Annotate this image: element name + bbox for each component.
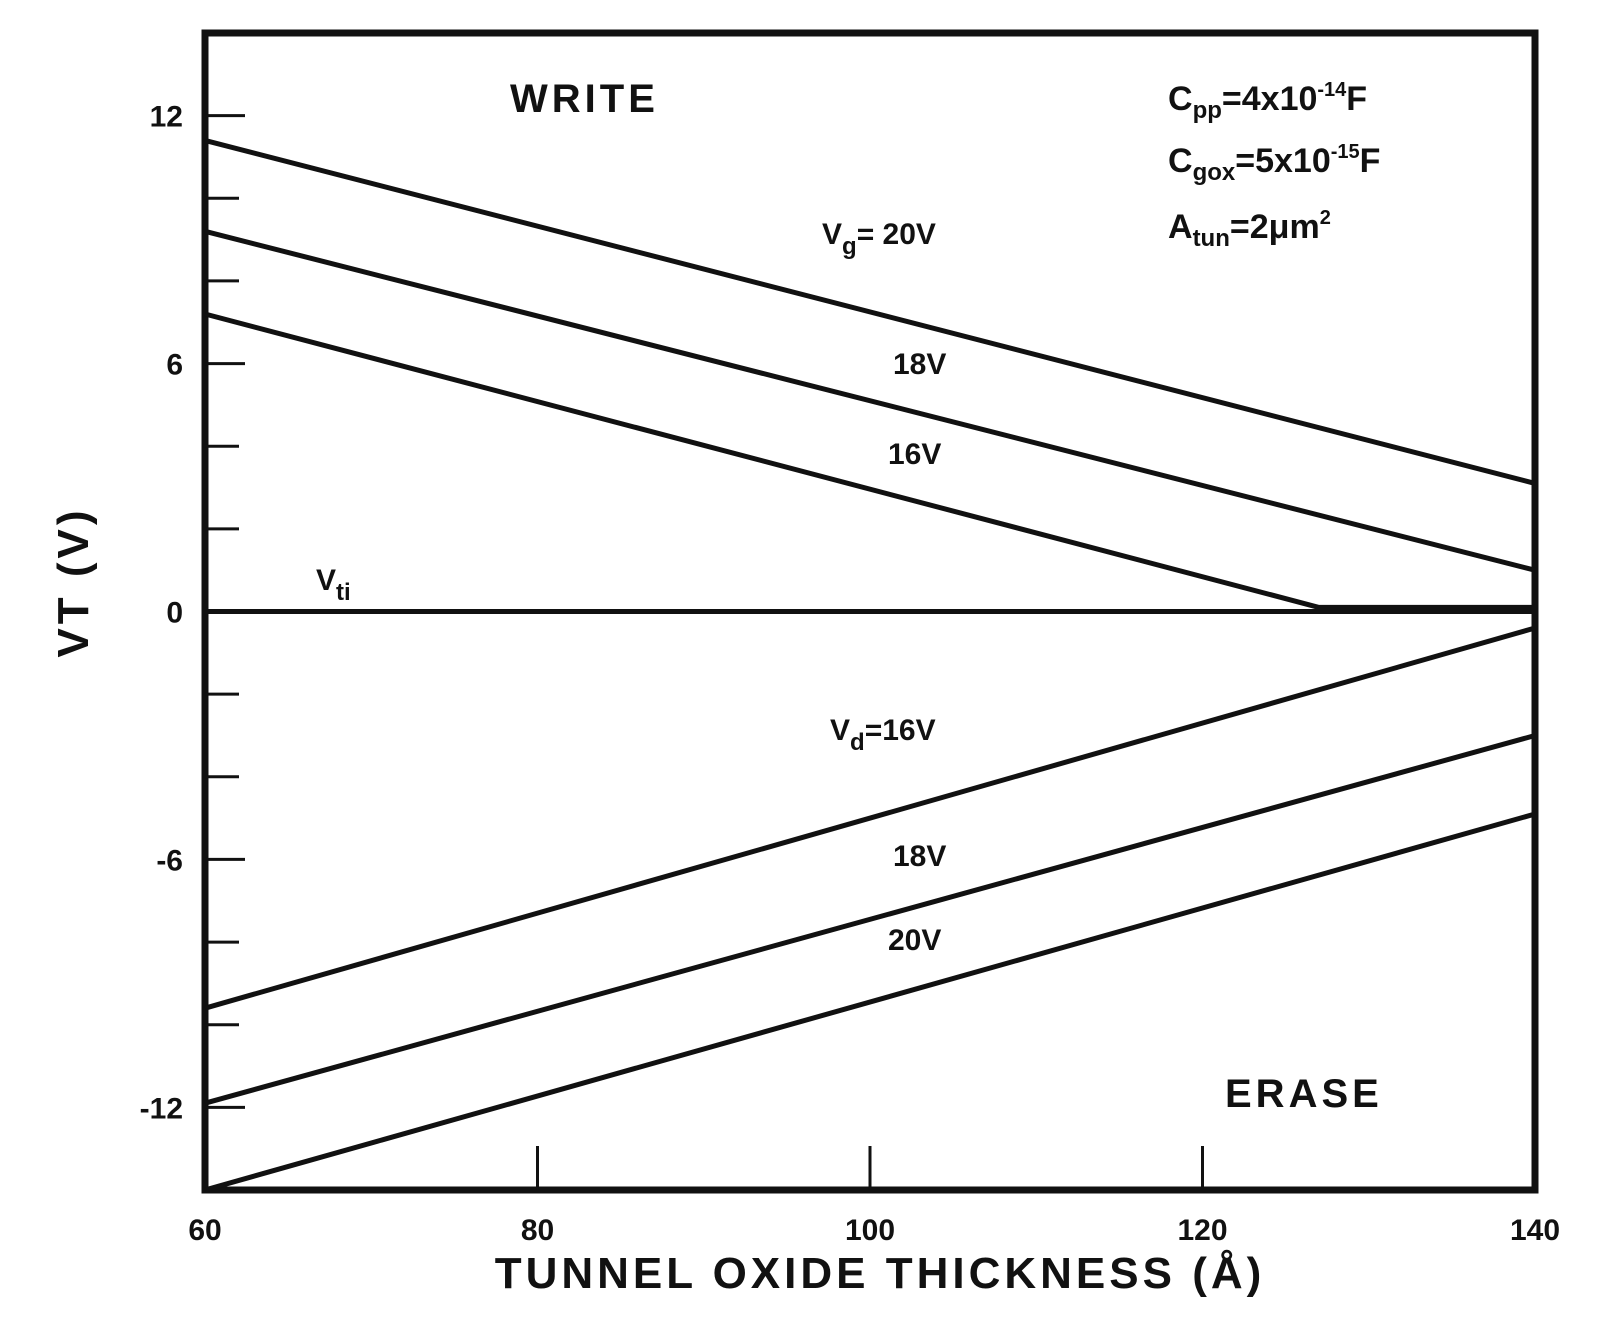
cpp-base: C <box>1168 80 1193 118</box>
cgox-value: =5x10 <box>1235 142 1331 180</box>
series-label-rest: =16V <box>865 714 936 747</box>
atun-parameter: Atun=2μm2 <box>1168 207 1331 252</box>
atun-exp: 2 <box>1320 207 1331 229</box>
cgox-sub: gox <box>1193 159 1236 186</box>
y-axis-title: VT (V) <box>49 506 98 657</box>
x-tick-label: 140 <box>1510 1214 1560 1247</box>
series-line-6 <box>204 811 1536 1193</box>
series-line-0 <box>204 137 1536 486</box>
cpp-value: =4x10 <box>1222 80 1318 118</box>
cpp-exp: -14 <box>1317 79 1347 101</box>
atun-value: =2μm <box>1230 208 1320 246</box>
y-tick-label: 0 <box>166 597 183 630</box>
series-lines <box>204 137 1536 1193</box>
series-line-5 <box>204 733 1536 1106</box>
x-tick-label: 80 <box>521 1214 554 1247</box>
y-tick-label: 12 <box>150 101 183 134</box>
erase-region-label: ERASE <box>1225 1072 1383 1116</box>
series-label-sub: g <box>842 233 857 260</box>
series-label-rest: = 20V <box>857 218 936 251</box>
series-label-base: V <box>830 714 850 747</box>
x-tick-label: 120 <box>1177 1214 1227 1247</box>
cgox-base: C <box>1168 142 1193 180</box>
series-label-2: 16V <box>888 438 941 471</box>
series-label-1: 18V <box>893 348 946 381</box>
series-line-4 <box>204 625 1536 1011</box>
x-tick-label: 60 <box>188 1214 221 1247</box>
cpp-sub: pp <box>1193 97 1222 124</box>
series-label-base: V <box>822 218 842 251</box>
series-label-0: Vg= 20V <box>822 218 936 260</box>
cgox-exp: -15 <box>1331 141 1360 163</box>
y-tick-label: 6 <box>166 349 183 382</box>
atun-base: A <box>1168 208 1193 246</box>
cgox-parameter: Cgox=5x10-15F <box>1168 141 1380 186</box>
write-region-label: WRITE <box>510 77 659 121</box>
series-label-sub: d <box>850 729 865 756</box>
series-line-2 <box>204 311 1535 610</box>
x-tick-label: 100 <box>845 1214 895 1247</box>
cpp-parameter: Cpp=4x10-14F <box>1168 79 1367 124</box>
series-label-5: 18V <box>893 840 946 873</box>
series-label-6: 20V <box>888 924 941 957</box>
series-label-3: Vti <box>316 564 351 606</box>
series-label-sub: ti <box>336 579 351 606</box>
y-tick-label: -12 <box>140 1092 183 1125</box>
atun-sub: tun <box>1193 225 1230 252</box>
cpp-unit: F <box>1346 80 1367 118</box>
cgox-unit: F <box>1360 142 1381 180</box>
y-tick-label: -6 <box>156 844 183 877</box>
chart-labels: TUNNEL OXIDE THICKNESS (Å) VT (V) WRITE … <box>49 77 1383 1298</box>
series-label-base: V <box>316 564 336 597</box>
series-label-4: Vd=16V <box>830 714 936 756</box>
x-axis-title: TUNNEL OXIDE THICKNESS (Å) <box>495 1249 1266 1298</box>
series-line-1 <box>204 228 1536 573</box>
